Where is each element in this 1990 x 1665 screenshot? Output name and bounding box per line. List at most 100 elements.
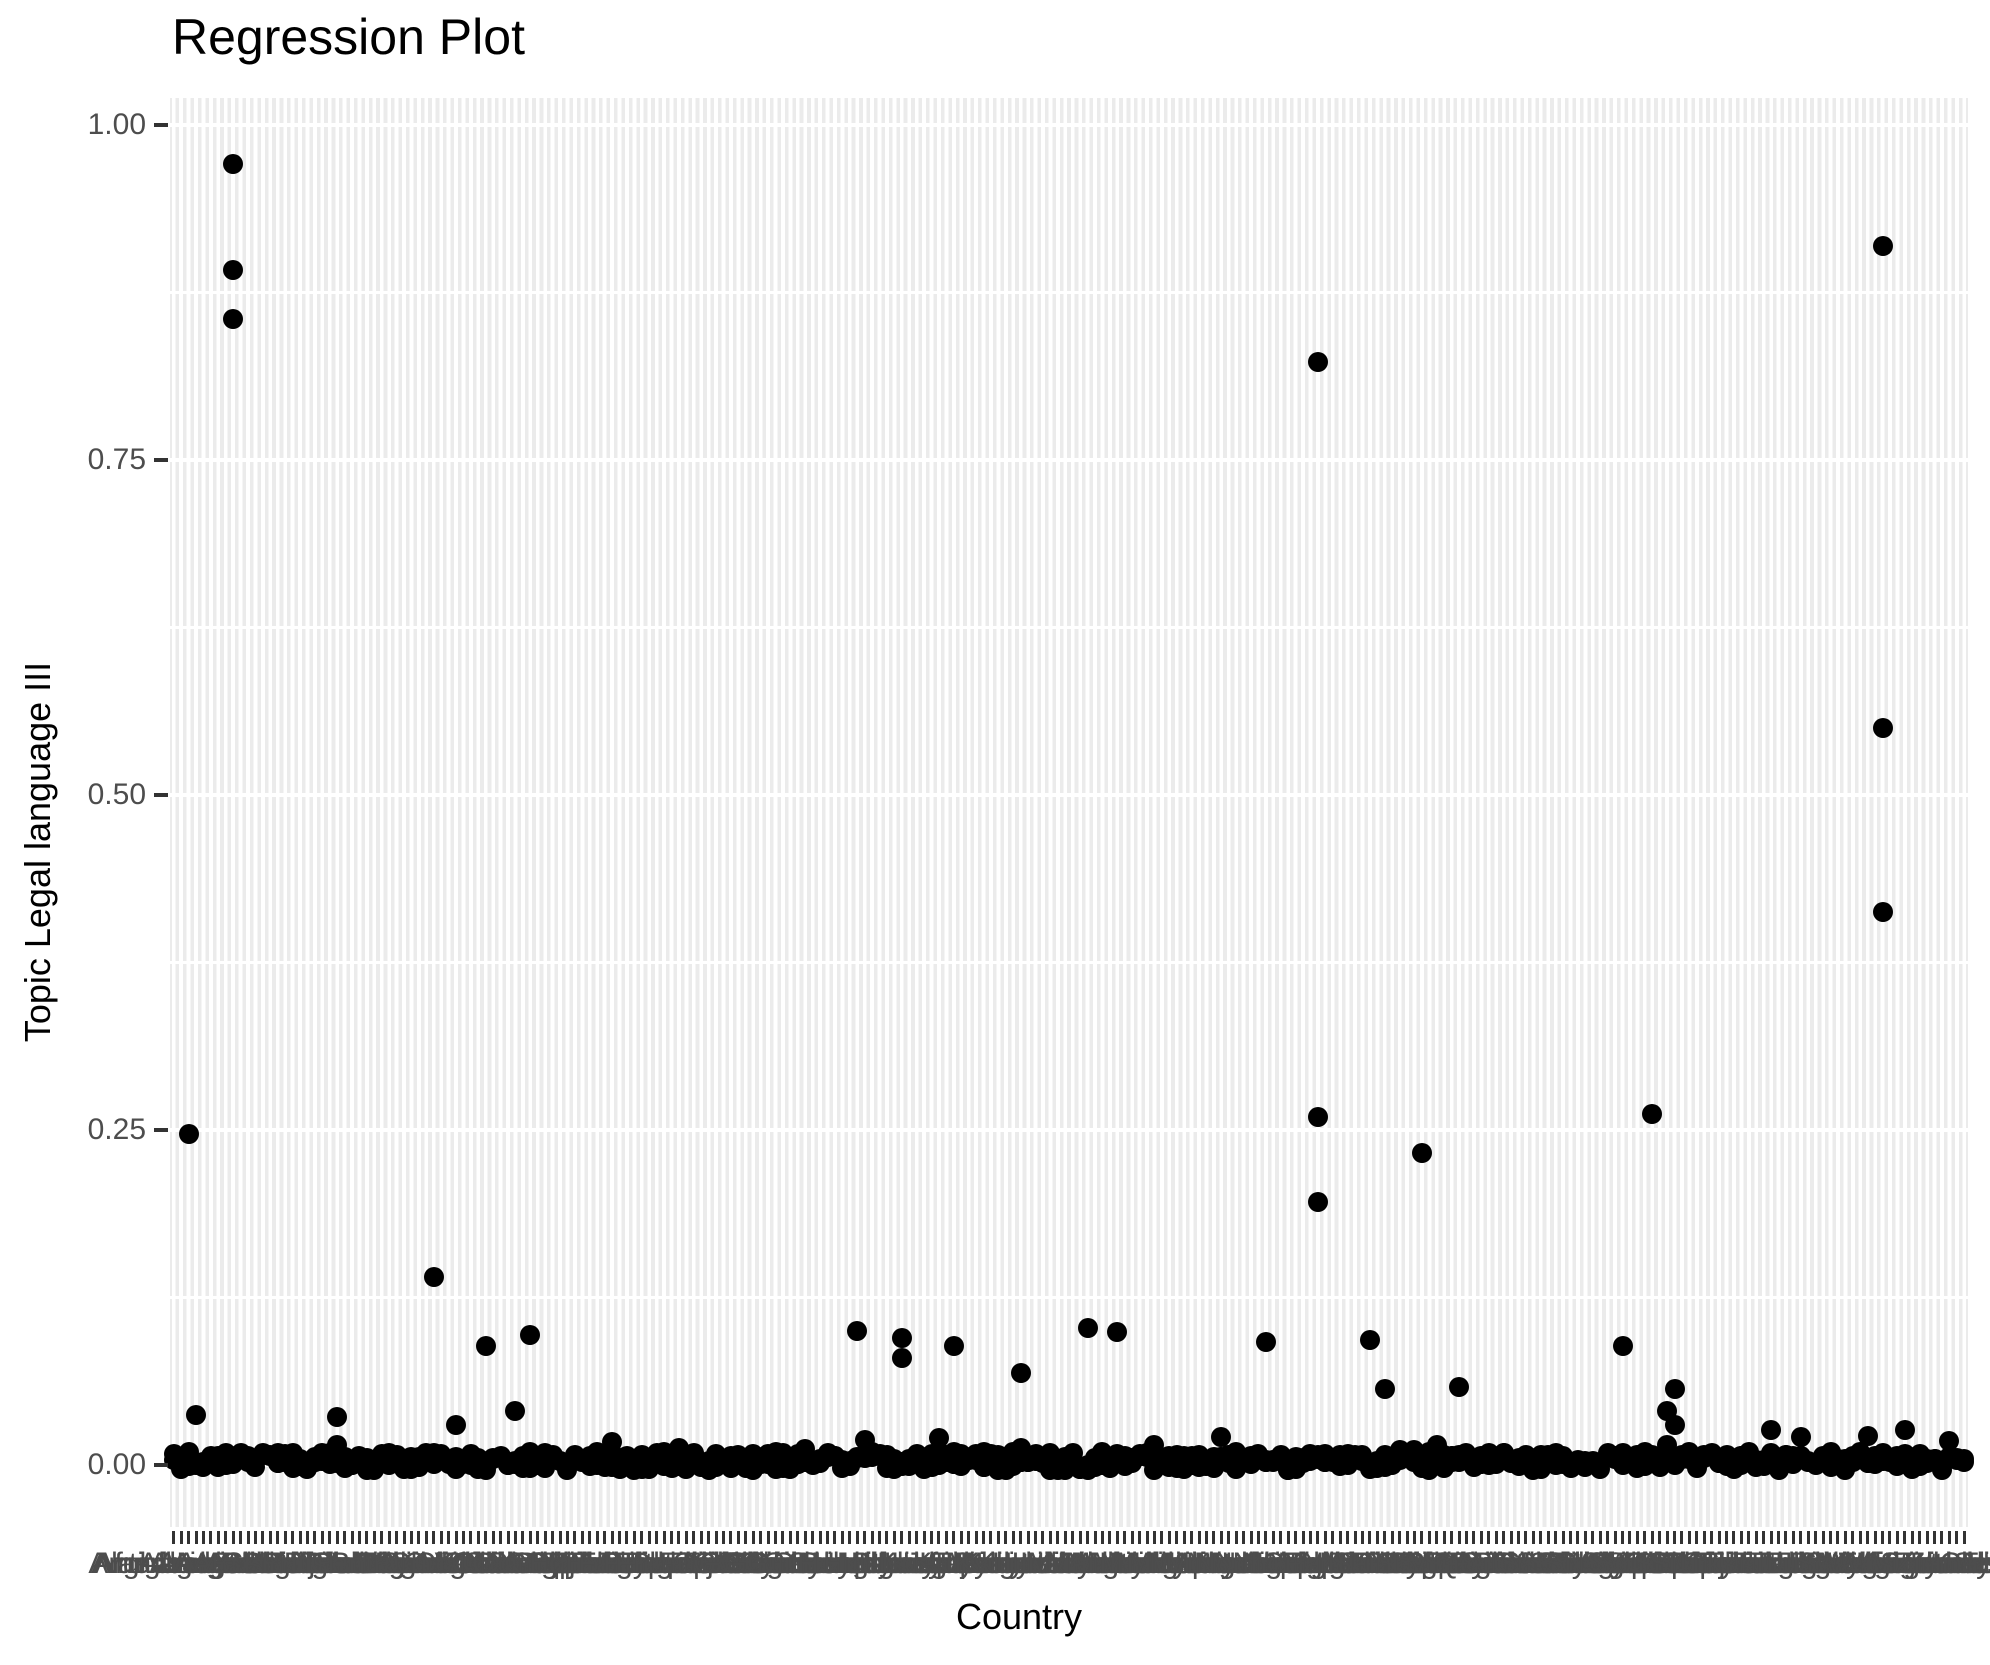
x-axis-tick-label: Anguilla (172, 1547, 280, 1580)
x-axis-tick (1821, 1531, 1825, 1544)
x-axis-tick (395, 1531, 399, 1544)
x-axis-tick (1858, 1531, 1862, 1544)
x-axis-tick (1086, 1531, 1090, 1544)
data-point (891, 1327, 912, 1348)
x-axis-tick-label: Croatia (504, 1547, 601, 1580)
data-point (1255, 1331, 1276, 1352)
x-axis-tick (1509, 1531, 1513, 1544)
data-point (854, 1429, 875, 1450)
x-axis-tick (655, 1531, 659, 1544)
x-axis-tick (811, 1531, 815, 1544)
x-axis-tick (551, 1531, 555, 1544)
x-axis-tick-label: Botswana (315, 1547, 448, 1580)
data-point (1144, 1434, 1165, 1455)
data-point (1857, 1425, 1878, 1446)
data-point (1374, 1378, 1395, 1399)
x-axis-tick-label: Barbados (243, 1547, 372, 1580)
gridline-minor (170, 1296, 1968, 1299)
x-axis-tick-label: Comoros (462, 1547, 584, 1580)
x-axis-tick (1167, 1531, 1171, 1544)
x-axis-tick (1301, 1531, 1305, 1544)
x-axis-tick (499, 1531, 503, 1544)
x-axis-tick (1791, 1531, 1795, 1544)
x-axis-tick (1279, 1531, 1283, 1544)
x-axis-tick (1346, 1531, 1350, 1544)
x-axis-tick-label: Benin (298, 1547, 376, 1580)
x-axis-tick (565, 1531, 569, 1544)
x-axis-tick (1658, 1531, 1662, 1544)
data-point (1939, 1430, 1960, 1451)
data-point (1359, 1330, 1380, 1351)
x-axis-tick (982, 1531, 986, 1544)
x-axis-tick-label: Cyprus (527, 1547, 623, 1580)
x-axis-tick (952, 1531, 956, 1544)
data-point (1307, 1192, 1328, 1213)
data-point (602, 1432, 623, 1453)
x-axis-tick-label: American Samoa (88, 1547, 319, 1580)
x-axis-tick (1569, 1531, 1572, 1544)
x-axis-tick (1866, 1531, 1870, 1544)
x-axis-tick (870, 1531, 874, 1544)
x-axis-tick-label: Cocos Islands (413, 1547, 603, 1580)
x-axis-tick-label: Andorra (157, 1547, 265, 1580)
x-axis-tick (1695, 1531, 1699, 1544)
x-axis-tick (1546, 1531, 1550, 1544)
x-axis-tick (1598, 1531, 1602, 1544)
x-axis-tick (878, 1531, 882, 1544)
x-axis-tick (573, 1531, 577, 1544)
x-axis-tick-label: Albania (138, 1547, 239, 1580)
x-axis-tick (513, 1531, 517, 1544)
x-axis-tick (788, 1531, 792, 1544)
x-axis-tick (506, 1531, 510, 1544)
data-point (1612, 1335, 1633, 1356)
x-axis-tick (1955, 1531, 1959, 1544)
x-axis-tick (439, 1531, 443, 1544)
y-axis-tick (154, 1128, 168, 1132)
x-axis-tick (1635, 1531, 1639, 1544)
x-axis-tick (343, 1531, 347, 1544)
y-axis-title: Topic Legal language III (17, 661, 58, 1043)
gridline-major (170, 458, 1968, 462)
x-axis-tick (766, 1531, 770, 1544)
data-point (475, 1335, 496, 1356)
x-axis-tick (424, 1531, 428, 1544)
data-point (1404, 1440, 1425, 1461)
x-axis-tick (1227, 1531, 1231, 1544)
x-axis-tick (1004, 1531, 1008, 1544)
data-point (1954, 1448, 1975, 1469)
x-axis-tick (1613, 1531, 1617, 1544)
x-axis-tick-label: Cayman Islands (355, 1547, 572, 1580)
plot-panel (163, 98, 1975, 1527)
x-axis-tick (1918, 1531, 1922, 1544)
x-axis-tick (1242, 1531, 1246, 1544)
x-axis-tick-label: Afghanistan (94, 1547, 253, 1580)
x-axis-tick (1591, 1531, 1595, 1544)
x-axis-tick (469, 1531, 473, 1544)
x-axis-tick (1710, 1531, 1714, 1544)
x-axis-tick (989, 1531, 993, 1544)
x-axis-tick (714, 1531, 718, 1544)
x-axis-tick (1256, 1531, 1260, 1544)
x-axis-title: Country (955, 1596, 1083, 1637)
x-axis-tick (603, 1531, 607, 1544)
x-axis-tick-label: Denmark (528, 1547, 651, 1580)
x-axis-tick (1747, 1531, 1751, 1544)
x-axis-tick (201, 1531, 205, 1544)
x-axis-tick-label: Djibouti (547, 1547, 648, 1580)
x-axis-tick-label: Zimbabwe (1895, 1547, 1990, 1580)
gridline-minor (170, 291, 1968, 294)
x-axis-tick-label: Azerbaijan (206, 1547, 349, 1580)
x-axis-tick (1219, 1531, 1223, 1544)
data-point (1449, 1377, 1470, 1398)
x-axis-tick (1093, 1531, 1097, 1544)
x-axis-tick (1190, 1531, 1194, 1544)
x-axis-tick (1115, 1531, 1119, 1544)
x-axis-tick-label: Belarus (264, 1547, 366, 1580)
x-axis-tick (1583, 1531, 1587, 1544)
data-point (1790, 1426, 1811, 1447)
y-axis-tick-label: 0.50 (87, 778, 146, 811)
x-axis-tick-label: Bangladesh (220, 1547, 380, 1580)
x-axis-tick (1427, 1531, 1431, 1544)
x-axis-tick (1048, 1531, 1052, 1544)
x-axis-tick (357, 1531, 361, 1544)
